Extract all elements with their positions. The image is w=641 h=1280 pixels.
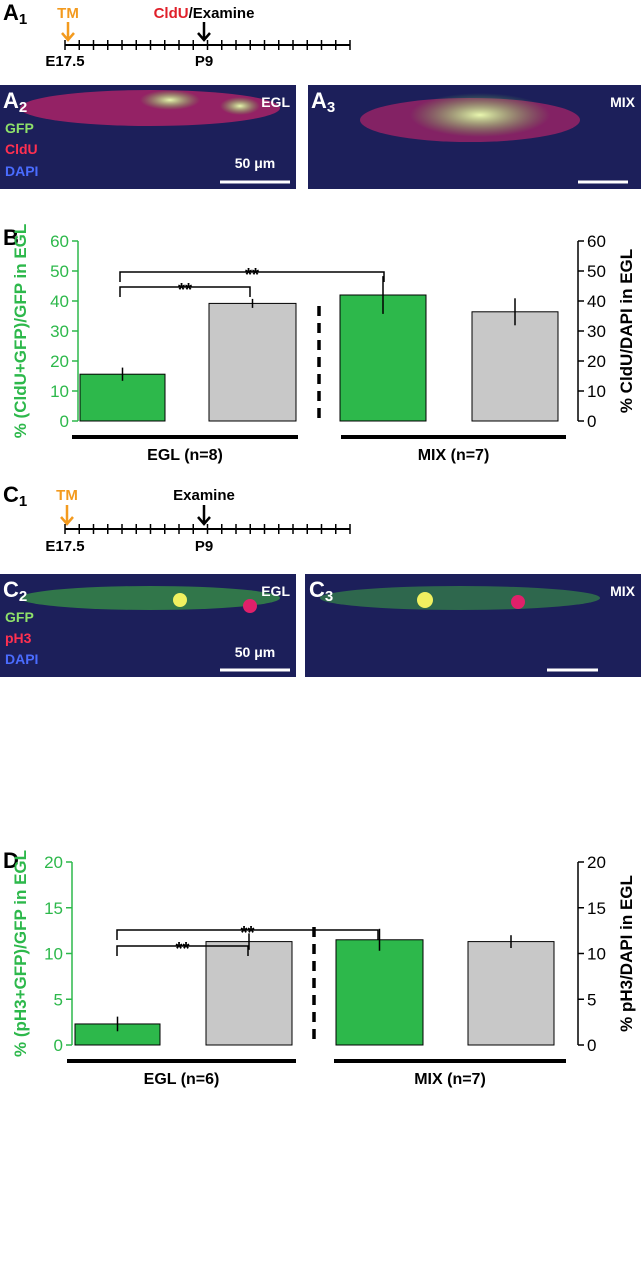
scale-label: 50 μm — [235, 644, 275, 660]
group-label: EGL (n=8) — [147, 447, 223, 464]
stain: CldU — [5, 141, 38, 157]
y2-tick-label: 60 — [587, 232, 606, 251]
significance-bracket — [119, 271, 385, 282]
y2-tick-label: 20 — [587, 352, 606, 371]
y2-tick-label: 0 — [587, 1036, 596, 1055]
y-tick-label: 40 — [50, 292, 69, 311]
significance-bracket — [119, 286, 251, 297]
panel-label: C2 — [3, 577, 27, 605]
region: EGL — [261, 94, 290, 110]
bar — [79, 373, 166, 422]
y-axis-label: % (pH3+GFP)/GFP in EGL — [11, 850, 30, 1057]
y-tick-label: 20 — [44, 853, 63, 872]
y-tick-label: 20 — [50, 352, 69, 371]
stain: DAPI — [5, 651, 38, 667]
significance-label: ** — [175, 939, 189, 959]
y2-tick-label: 15 — [587, 899, 606, 918]
end-label: P9 — [195, 538, 213, 555]
y-tick-label: 60 — [50, 232, 69, 251]
y2-tick-label: 10 — [587, 382, 606, 401]
stain: GFP — [5, 120, 34, 136]
bar — [205, 941, 293, 1046]
panel-label: A3 — [311, 88, 335, 116]
y2-tick-label: 20 — [587, 853, 606, 872]
group-label: MIX (n=7) — [418, 447, 490, 464]
image-a2: A2 GFP CldU DAPI EGL 50 μm — [0, 85, 296, 189]
start-label: E17.5 — [45, 53, 84, 70]
region: MIX — [610, 583, 636, 599]
y-tick-label: 5 — [54, 990, 63, 1009]
bar — [208, 302, 297, 422]
image-c3: C3 MIX — [305, 574, 641, 677]
end-marker: Examine — [173, 487, 235, 504]
significance-label: ** — [178, 280, 192, 300]
y-tick-label: 0 — [54, 1036, 63, 1055]
y-tick-label: 0 — [60, 412, 69, 431]
panel-label: A2 — [3, 88, 27, 116]
start-marker: TM — [57, 5, 79, 22]
stain: pH3 — [5, 630, 32, 646]
y-tick-label: 10 — [44, 945, 63, 964]
y2-axis-label: % CldU/DAPI in EGL — [617, 249, 636, 413]
y-tick-label: 10 — [50, 382, 69, 401]
image-c2: C2 GFP pH3 DAPI EGL 50 μm — [0, 574, 296, 677]
start-label: E17.5 — [45, 538, 84, 555]
stain: GFP — [5, 609, 34, 625]
y-tick-label: 30 — [50, 322, 69, 341]
bar — [467, 941, 555, 1046]
significance-label: ** — [245, 265, 259, 285]
y2-tick-label: 50 — [587, 262, 606, 281]
end-label: P9 — [195, 53, 213, 70]
end-marker: CldU/Examine — [154, 5, 255, 22]
significance-bracket — [116, 929, 379, 940]
panel-label: A1 — [3, 0, 27, 28]
bar — [335, 939, 424, 1046]
region: EGL — [261, 583, 290, 599]
y2-tick-label: 0 — [587, 412, 596, 431]
significance-label: ** — [240, 923, 254, 943]
scale-label: 50 μm — [235, 155, 275, 171]
start-marker: TM — [56, 487, 78, 504]
y2-tick-label: 40 — [587, 292, 606, 311]
bar — [471, 311, 559, 422]
group-label: MIX (n=7) — [414, 1071, 486, 1088]
panel-label: D — [3, 848, 19, 873]
y2-tick-label: 5 — [587, 990, 596, 1009]
panel-label: C1 — [3, 482, 27, 510]
timeline-a: A1 TM CldU/Examine E17.5 P9 — [3, 0, 351, 70]
y2-tick-label: 30 — [587, 322, 606, 341]
region: MIX — [610, 94, 636, 110]
panel-label: B — [3, 225, 19, 250]
stain: DAPI — [5, 163, 38, 179]
image-a3: A3 MIX — [308, 85, 641, 189]
y-axis-label: % (CldU+GFP)/GFP in EGL — [11, 224, 30, 439]
y-tick-label: 15 — [44, 899, 63, 918]
group-label: EGL (n=6) — [144, 1071, 220, 1088]
y2-tick-label: 10 — [587, 945, 606, 964]
y2-axis-label: % pH3/DAPI in EGL — [617, 875, 636, 1032]
bar — [339, 294, 427, 422]
y-tick-label: 50 — [50, 262, 69, 281]
significance-bracket — [116, 945, 249, 956]
panel-label: C3 — [309, 577, 333, 605]
timeline-c: C1 TM Examine E17.5 P9 — [3, 482, 351, 555]
